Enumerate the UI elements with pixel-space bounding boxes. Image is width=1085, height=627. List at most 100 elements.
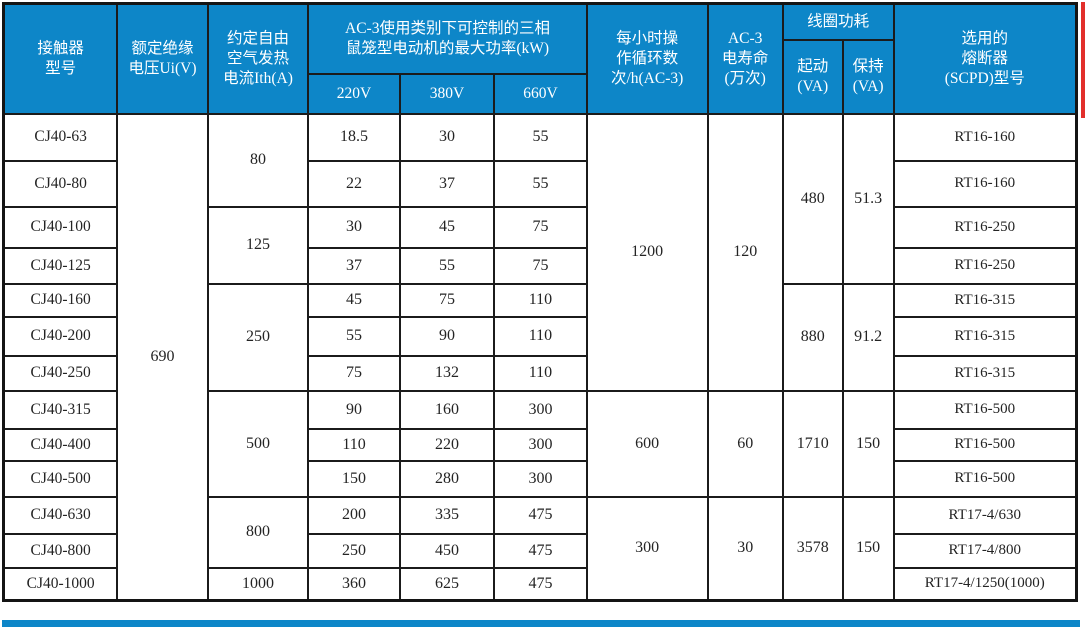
cell-model: CJ40-63: [2, 112, 119, 162]
cell-coil-start: 480: [781, 112, 844, 285]
header-ac3-max-power-group: AC-3使用类别下可控制的三相 鼠笼型电动机的最大功率(kW): [307, 2, 588, 75]
cell-power-220v: 45: [307, 282, 401, 318]
cell-model: CJ40-80: [2, 159, 119, 208]
cell-fuse-scpd: RT16-315: [892, 354, 1078, 392]
cell-power-660v: 475: [493, 566, 588, 602]
header-row-1: 接触器 型号 额定绝缘 电压Ui(V) 约定自由 空气发热 电流Ith(A) A…: [2, 2, 1078, 115]
cell-power-220v: 30: [307, 205, 401, 249]
table-row: CJ40-250 75 132 110 RT16-315: [2, 354, 1078, 392]
table-row: CJ40-400 110 220 300 RT16-500: [2, 427, 1078, 462]
table-row: CJ40-500 150 280 300 RT16-500: [2, 459, 1078, 498]
cell-model: CJ40-1000: [2, 566, 119, 602]
header-rated-insulation-voltage: 额定绝缘 电压Ui(V): [116, 2, 209, 115]
header-operating-cycles: 每小时操 作循环数 次/h(AC-3): [585, 2, 709, 115]
cell-operating-cycles: 1200: [585, 112, 709, 392]
header-coil-hold-va: 保持 (VA): [841, 38, 895, 115]
cell-model: CJ40-200: [2, 315, 119, 357]
table-row: CJ40-63 690 80 18.5 30 55 1200 120 480 5…: [2, 112, 1078, 602]
header-thermal-current: 约定自由 空气发热 电流Ith(A): [206, 2, 310, 115]
cell-fuse-scpd: RT16-250: [892, 246, 1078, 285]
contactor-spec-table: 接触器 型号 额定绝缘 电压Ui(V) 约定自由 空气发热 电流Ith(A) A…: [2, 2, 1078, 602]
cell-power-380v: 132: [398, 354, 496, 392]
cell-power-660v: 55: [493, 159, 588, 208]
header-voltage-660v: 660V: [493, 72, 588, 115]
cell-power-380v: 55: [398, 246, 496, 285]
cell-model: CJ40-500: [2, 459, 119, 498]
table-row: CJ40-160 250 45 75 110 880 91.2 RT16-315: [2, 282, 1078, 392]
header-contactor-model: 接触器 型号: [2, 2, 119, 115]
cell-fuse-scpd: RT17-4/1250(1000): [892, 566, 1078, 602]
cell-thermal-current: 1000: [206, 566, 310, 602]
cell-power-220v: 200: [307, 495, 401, 535]
cell-electrical-life: 60: [706, 389, 784, 498]
cell-coil-hold: 91.2: [841, 282, 895, 392]
cell-coil-hold: 150: [841, 389, 895, 498]
cell-power-220v: 75: [307, 354, 401, 392]
cell-power-380v: 90: [398, 315, 496, 357]
cell-power-380v: 335: [398, 495, 496, 535]
cell-model: CJ40-160: [2, 282, 119, 318]
cell-power-220v: 90: [307, 389, 401, 430]
cell-fuse-scpd: RT16-315: [892, 315, 1078, 357]
cell-power-660v: 475: [493, 495, 588, 535]
cell-operating-cycles: 300: [585, 495, 709, 602]
cell-power-220v: 18.5: [307, 112, 401, 162]
cell-thermal-current: 250: [206, 282, 310, 392]
cell-model: CJ40-400: [2, 427, 119, 462]
cell-power-660v: 110: [493, 282, 588, 318]
table-row: CJ40-1000 1000 360 625 475 RT17-4/1250(1…: [2, 566, 1078, 602]
table-row: CJ40-200 55 90 110 RT16-315: [2, 315, 1078, 357]
header-electrical-life: AC-3 电寿命 (万次): [706, 2, 784, 115]
cell-power-660v: 75: [493, 246, 588, 285]
cell-fuse-scpd: RT16-160: [892, 112, 1078, 162]
cell-power-220v: 37: [307, 246, 401, 285]
cell-power-220v: 110: [307, 427, 401, 462]
cell-fuse-scpd: RT16-500: [892, 427, 1078, 462]
cell-power-660v: 75: [493, 205, 588, 249]
cell-power-380v: 37: [398, 159, 496, 208]
cell-power-380v: 450: [398, 532, 496, 569]
cell-power-380v: 625: [398, 566, 496, 602]
cell-power-220v: 22: [307, 159, 401, 208]
cell-power-380v: 160: [398, 389, 496, 430]
cell-power-220v: 150: [307, 459, 401, 498]
cell-electrical-life: 120: [706, 112, 784, 392]
cell-thermal-current: 500: [206, 389, 310, 498]
table-row: CJ40-100 125 30 45 75 RT16-250: [2, 205, 1078, 285]
bottom-accent-bar: [2, 620, 1080, 627]
cell-coil-start: 1710: [781, 389, 844, 498]
cell-power-380v: 280: [398, 459, 496, 498]
cell-coil-hold: 150: [841, 495, 895, 602]
cell-electrical-life: 30: [706, 495, 784, 602]
cell-power-660v: 110: [493, 354, 588, 392]
cell-power-380v: 220: [398, 427, 496, 462]
cell-model: CJ40-100: [2, 205, 119, 249]
cell-power-220v: 55: [307, 315, 401, 357]
cell-fuse-scpd: RT17-4/800: [892, 532, 1078, 569]
table-row: CJ40-630 800 200 335 475 300 30 3578 150…: [2, 495, 1078, 602]
table-row: CJ40-315 500 90 160 300 600 60 1710 150 …: [2, 389, 1078, 498]
cell-thermal-current: 80: [206, 112, 310, 208]
cell-power-660v: 300: [493, 427, 588, 462]
cell-thermal-current: 125: [206, 205, 310, 285]
cell-power-220v: 360: [307, 566, 401, 602]
header-fuse-scpd: 选用的 熔断器 (SCPD)型号: [892, 2, 1078, 115]
cell-coil-hold: 51.3: [841, 112, 895, 285]
cell-model: CJ40-250: [2, 354, 119, 392]
cell-fuse-scpd: RT16-160: [892, 159, 1078, 208]
cell-coil-start: 3578: [781, 495, 844, 602]
header-coil-start-va: 起动 (VA): [781, 38, 844, 115]
cell-model: CJ40-125: [2, 246, 119, 285]
header-voltage-220v: 220V: [307, 72, 401, 115]
cell-fuse-scpd: RT16-500: [892, 459, 1078, 498]
cell-power-380v: 45: [398, 205, 496, 249]
cell-power-380v: 75: [398, 282, 496, 318]
cell-thermal-current: 800: [206, 495, 310, 569]
table-row: CJ40-125 37 55 75 RT16-250: [2, 246, 1078, 285]
table-row: CJ40-800 250 450 475 RT17-4/800: [2, 532, 1078, 569]
cell-coil-start: 880: [781, 282, 844, 392]
header-coil-power-group: 线圈功耗: [781, 2, 895, 41]
cell-fuse-scpd: RT16-500: [892, 389, 1078, 430]
cell-model: CJ40-315: [2, 389, 119, 430]
